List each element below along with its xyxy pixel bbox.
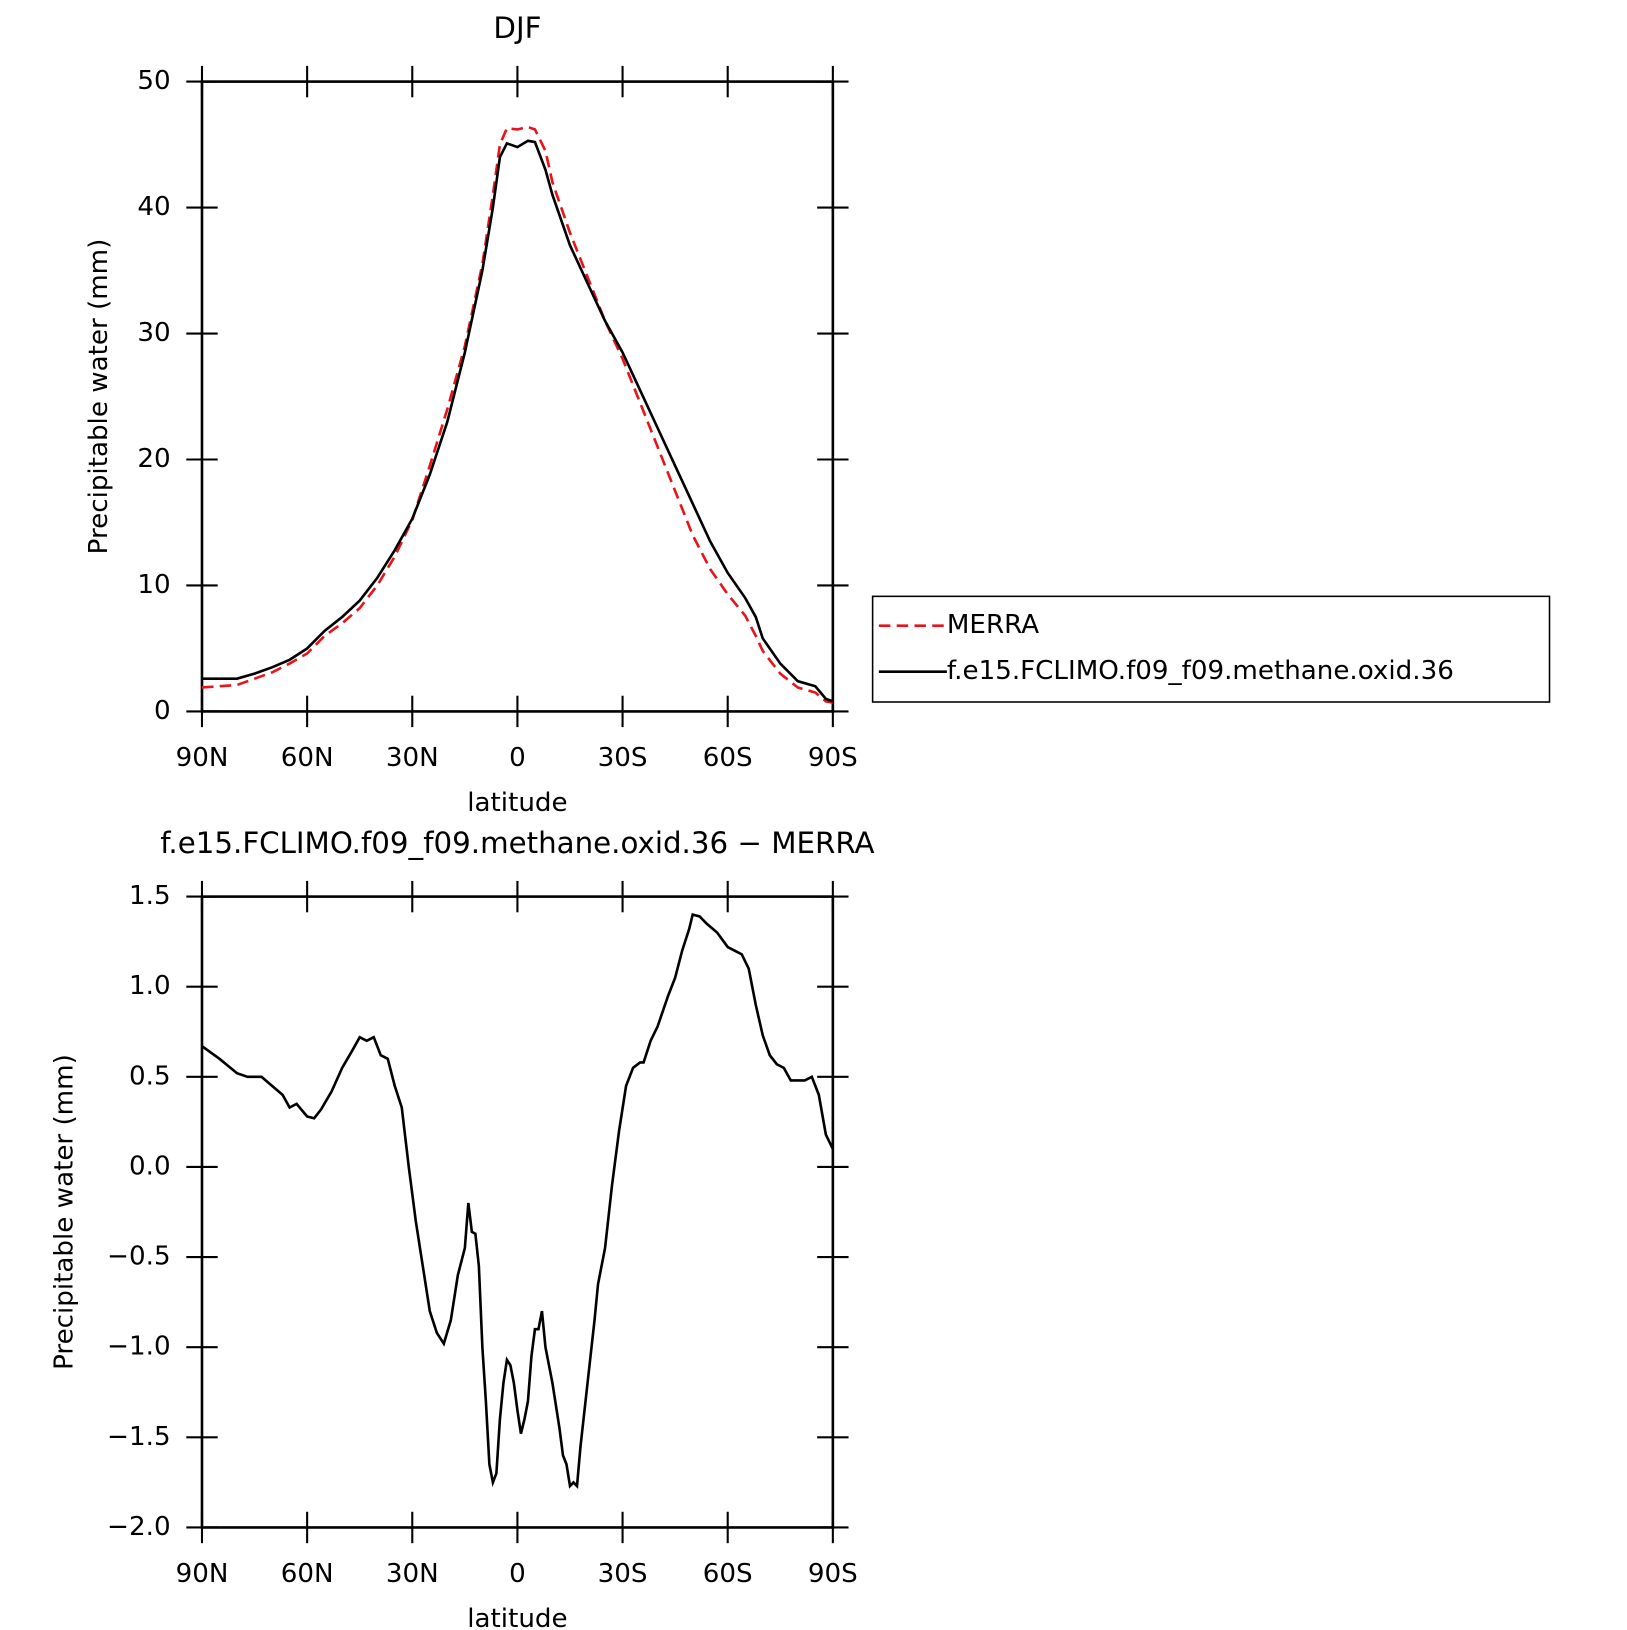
y-tick-label: 0.5: [129, 1061, 171, 1091]
y-axis-label: Precipitable water (mm): [49, 1054, 79, 1370]
y-tick-label: 40: [137, 192, 170, 222]
x-tick-label: 30S: [598, 743, 648, 773]
x-tick-label: 90S: [808, 1559, 858, 1589]
y-tick-label: 30: [137, 318, 170, 348]
y-tick-label: 1.5: [129, 881, 171, 911]
y-tick-label: 0.0: [129, 1151, 171, 1181]
data-line: [201, 913, 835, 1489]
y-tick-label: −1.0: [107, 1332, 170, 1362]
x-tick-label: 0: [509, 743, 526, 773]
y-axis-label: Precipitable water (mm): [84, 239, 114, 555]
plot-frame: [200, 895, 835, 1529]
x-tick-label: 90S: [808, 743, 858, 773]
x-tick-label: 60N: [281, 1559, 334, 1589]
legend-box: [871, 595, 1551, 703]
legend-label: MERRA: [947, 610, 1039, 640]
x-axis-label: latitude: [467, 788, 567, 818]
x-axis-label: latitude: [467, 1604, 567, 1630]
data-line: [201, 125, 834, 704]
data-line: [201, 139, 834, 703]
y-tick-label: −1.5: [107, 1422, 170, 1452]
y-tick-label: 1.0: [129, 971, 171, 1001]
x-tick-label: 30S: [598, 1559, 648, 1589]
x-tick-label: 0: [509, 1559, 526, 1589]
chart-title: f.e15.FCLIMO.f09_f09.methane.oxid.36 − M…: [160, 826, 874, 860]
y-tick-label: 10: [137, 570, 170, 600]
y-tick-label: 0: [154, 696, 171, 726]
x-tick-label: 90N: [176, 1559, 229, 1589]
plot-frame: [200, 80, 835, 713]
y-tick-label: 50: [137, 66, 170, 96]
x-tick-label: 30N: [386, 1559, 439, 1589]
y-tick-label: −2.0: [107, 1512, 170, 1542]
x-tick-label: 90N: [176, 743, 229, 773]
x-tick-label: 60S: [703, 1559, 753, 1589]
chart-title: DJF: [493, 11, 541, 45]
y-tick-label: 20: [137, 444, 170, 474]
x-tick-label: 60S: [703, 743, 753, 773]
x-tick-label: 30N: [386, 743, 439, 773]
y-tick-label: −0.5: [107, 1242, 170, 1272]
legend-label: f.e15.FCLIMO.f09_f09.methane.oxid.36: [947, 656, 1454, 686]
x-tick-label: 60N: [281, 743, 334, 773]
